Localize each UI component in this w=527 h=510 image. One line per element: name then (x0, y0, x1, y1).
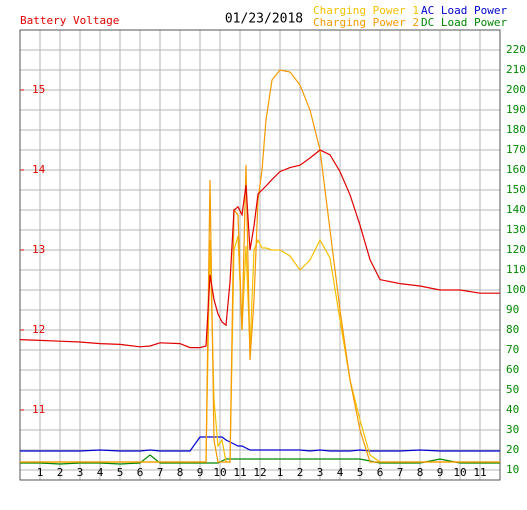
x-tick-label: 5 (117, 466, 124, 479)
x-tick-label: 11 (473, 466, 486, 479)
series-line (20, 69, 500, 463)
x-tick-label: 10 (453, 466, 466, 479)
date: 01/23/2018 (225, 12, 303, 27)
x-tick-label: 8 (177, 466, 184, 479)
y2-tick-label: 160 (506, 163, 526, 176)
y2-tick-label: 40 (506, 403, 519, 416)
y2-tick-label: 60 (506, 363, 519, 376)
x-tick-label: 9 (197, 466, 204, 479)
x-tick-label: 3 (317, 466, 324, 479)
y2-tick-label: 50 (506, 383, 519, 396)
y-tick-label: 14 (32, 163, 46, 176)
x-tick-label: 4 (97, 466, 104, 479)
plot-frame (19, 29, 501, 481)
x-tick-label: 6 (377, 466, 384, 479)
legend-entry: Charging Power 1 (313, 4, 419, 17)
y2-tick-label: 150 (506, 183, 526, 196)
x-tick-label: 5 (357, 466, 364, 479)
x-tick-label: 2 (57, 466, 64, 479)
legend-entry: Charging Power 2 (313, 16, 419, 29)
y2-tick-label: 180 (506, 123, 526, 136)
legend-entry: AC Load Power (421, 4, 507, 17)
x-tick-label: 1 (277, 466, 284, 479)
y2-tick-label: 20 (506, 443, 519, 456)
x-tick-label: 7 (397, 466, 404, 479)
x-tick-label: 2 (297, 466, 304, 479)
y2-tick-label: 80 (506, 323, 519, 336)
y2-tick-label: 190 (506, 103, 526, 116)
y2-tick-label: 10 (506, 463, 519, 476)
x-tick-label: 7 (157, 466, 164, 479)
y-tick-label: 15 (32, 83, 45, 96)
y2-tick-label: 210 (506, 63, 526, 76)
y2-tick-label: 220 (506, 43, 526, 56)
y2-tick-label: 110 (506, 263, 526, 276)
x-tick-label: 12 (253, 466, 266, 479)
x-tick-label: 9 (437, 466, 444, 479)
x-tick-label: 4 (337, 466, 344, 479)
y2-tick-label: 120 (506, 243, 526, 256)
y2-tick-label: 90 (506, 303, 519, 316)
y2-tick-label: 30 (506, 423, 519, 436)
y2-tick-label: 140 (506, 203, 526, 216)
y2-tick-label: 170 (506, 143, 526, 156)
y-tick-label: 13 (32, 243, 45, 256)
y2-tick-label: 200 (506, 83, 526, 96)
y-tick-label: 11 (32, 403, 45, 416)
left-axis-title: Battery Voltage (20, 14, 119, 27)
x-tick-label: 10 (213, 466, 226, 479)
x-tick-label: 8 (417, 466, 424, 479)
x-tick-label: 6 (137, 466, 144, 479)
y2-tick-label: 100 (506, 283, 526, 296)
legend-entry: DC Load Power (421, 16, 507, 29)
series-line (20, 436, 500, 452)
series-line (20, 454, 500, 465)
x-tick-label: 3 (77, 466, 84, 479)
y2-tick-label: 70 (506, 343, 519, 356)
x-tick-label: 1 (37, 466, 44, 479)
y-tick-label: 12 (32, 323, 45, 336)
series-line (19, 149, 500, 349)
x-tick-label: 11 (233, 466, 246, 479)
y2-tick-label: 130 (506, 223, 526, 236)
